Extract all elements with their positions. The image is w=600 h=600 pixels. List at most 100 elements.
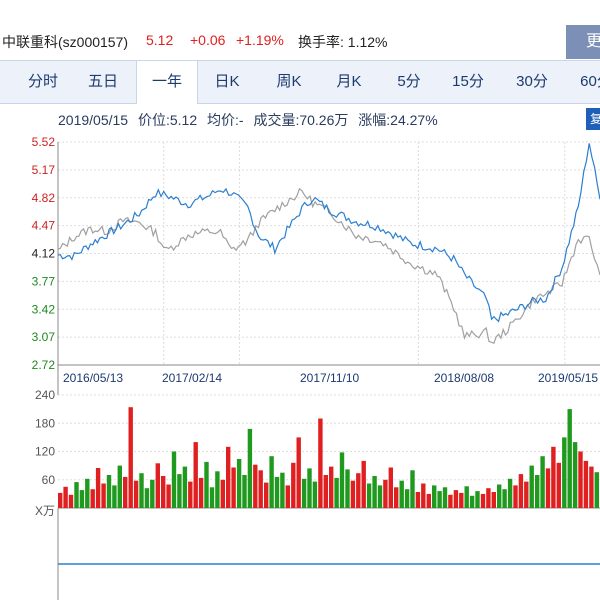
volume-bar bbox=[188, 481, 193, 508]
volume-bar bbox=[204, 461, 209, 508]
volume-bar bbox=[345, 469, 350, 508]
volume-bar bbox=[112, 485, 117, 508]
volume-bar bbox=[453, 490, 459, 508]
volume-y-tick-label: 120 bbox=[35, 445, 55, 459]
volume-bar bbox=[177, 474, 182, 508]
date-x-tick-label: 2019/05/15 bbox=[538, 371, 598, 385]
volume-bar bbox=[594, 472, 599, 508]
volume-bar bbox=[432, 485, 437, 508]
volume-bar bbox=[475, 491, 480, 508]
tab-15min[interactable]: 15分 bbox=[452, 73, 484, 90]
volume-bar bbox=[182, 466, 188, 508]
volume-bar bbox=[334, 477, 339, 508]
volume-bar bbox=[394, 487, 399, 508]
volume-bar bbox=[253, 464, 258, 508]
info-change: 涨幅:24.27% bbox=[358, 112, 438, 128]
volume-bar bbox=[480, 493, 486, 508]
volume-bar bbox=[524, 481, 529, 508]
volume-bar bbox=[123, 476, 128, 508]
volume-bar bbox=[258, 470, 263, 508]
volume-bar bbox=[247, 428, 253, 508]
volume-bar bbox=[90, 489, 95, 508]
price-y-tick-label: 4.12 bbox=[32, 247, 56, 261]
volume-bar bbox=[274, 476, 280, 508]
info-volume: 成交量:70.26万 bbox=[253, 112, 349, 128]
volume-bar bbox=[513, 485, 518, 508]
volume-bar bbox=[350, 480, 356, 508]
tab-60min[interactable]: 60分 bbox=[580, 73, 600, 90]
volume-y-tick-label: 240 bbox=[35, 388, 55, 402]
volume-bar bbox=[442, 487, 448, 508]
date-x-tick-label: 2017/11/10 bbox=[300, 371, 359, 385]
tab-intraday[interactable]: 分时 bbox=[27, 73, 58, 90]
volume-bar bbox=[220, 479, 225, 509]
volume-bar bbox=[236, 459, 242, 508]
volume-bar bbox=[437, 491, 442, 508]
period-tabs: 分时 五日 一年 日K 周K 月K 5分 15分 30分 60分 bbox=[0, 60, 600, 104]
volume-bar bbox=[491, 492, 496, 508]
date-x-tick-label: 2016/05/13 bbox=[63, 371, 123, 385]
volume-bar bbox=[150, 479, 155, 509]
tab-30min[interactable]: 30分 bbox=[516, 73, 548, 90]
price-y-tick-label: 3.77 bbox=[32, 274, 56, 288]
volume-bar bbox=[171, 451, 177, 508]
volume-bar bbox=[507, 478, 513, 508]
volume-bar bbox=[388, 467, 393, 508]
volume-bar bbox=[339, 452, 345, 508]
volume-bar bbox=[215, 471, 220, 508]
volume-bar bbox=[448, 494, 453, 508]
volume-bar bbox=[356, 473, 361, 508]
volume-bar bbox=[161, 476, 166, 508]
tab-daily-k[interactable]: 日K bbox=[214, 73, 240, 90]
crosshair-info: 2019/05/15 价位:5.12 均价:- 成交量:70.26万 涨幅:24… bbox=[58, 110, 444, 130]
more-button[interactable]: 更 bbox=[566, 25, 600, 59]
volume-bar bbox=[399, 480, 404, 508]
volume-bar bbox=[329, 466, 334, 508]
volume-bar bbox=[79, 490, 85, 508]
volume-bar bbox=[193, 442, 198, 508]
tab-5min[interactable]: 5分 bbox=[397, 73, 421, 90]
tab-five-day[interactable]: 五日 bbox=[87, 73, 118, 90]
volume-bar bbox=[383, 479, 388, 509]
price-y-tick-label: 5.52 bbox=[32, 135, 56, 149]
restore-button[interactable]: 复 bbox=[586, 108, 600, 130]
tab-weekly-k[interactable]: 周K bbox=[276, 73, 302, 90]
volume-bar bbox=[95, 468, 101, 508]
volume-bar bbox=[410, 470, 415, 508]
stock-price: 5.12 bbox=[146, 32, 174, 48]
volume-bar bbox=[242, 475, 247, 508]
volume-unit-label: X万 bbox=[35, 504, 55, 518]
price-y-tick-label: 3.07 bbox=[32, 330, 56, 344]
volume-bar bbox=[535, 475, 540, 508]
info-date: 2019/05/15 bbox=[58, 112, 129, 128]
volume-bar bbox=[361, 460, 366, 508]
volume-bar bbox=[415, 492, 421, 508]
volume-bar bbox=[155, 463, 160, 508]
tab-one-year[interactable]: 一年 bbox=[136, 61, 198, 104]
volume-bar bbox=[269, 456, 274, 508]
volume-bar bbox=[139, 473, 144, 508]
tab-monthly-k[interactable]: 月K bbox=[336, 73, 362, 90]
volume-bar bbox=[133, 480, 139, 508]
price-change-pct: +1.19% bbox=[236, 32, 284, 48]
volume-bar bbox=[562, 437, 567, 508]
volume-bar bbox=[85, 478, 90, 508]
turnover-rate: 换手率: 1.12% bbox=[298, 34, 388, 50]
volume-bar bbox=[301, 478, 307, 508]
volume-bar bbox=[404, 489, 410, 508]
date-x-tick-label: 2017/02/14 bbox=[162, 371, 222, 385]
volume-bar bbox=[323, 475, 328, 508]
volume-bar bbox=[518, 474, 524, 508]
volume-bar bbox=[502, 489, 507, 508]
volume-bar bbox=[497, 484, 502, 508]
price-y-tick-label: 3.42 bbox=[32, 302, 56, 316]
volume-bar bbox=[421, 483, 426, 508]
volume-bar bbox=[318, 418, 323, 508]
price-change: +0.06 bbox=[190, 32, 226, 48]
volume-bar bbox=[377, 485, 383, 508]
volume-bar bbox=[280, 472, 285, 508]
stock-price-line bbox=[57, 143, 600, 323]
volume-bar bbox=[231, 467, 236, 508]
volume-bar bbox=[128, 407, 133, 508]
volume-bar bbox=[556, 462, 561, 508]
